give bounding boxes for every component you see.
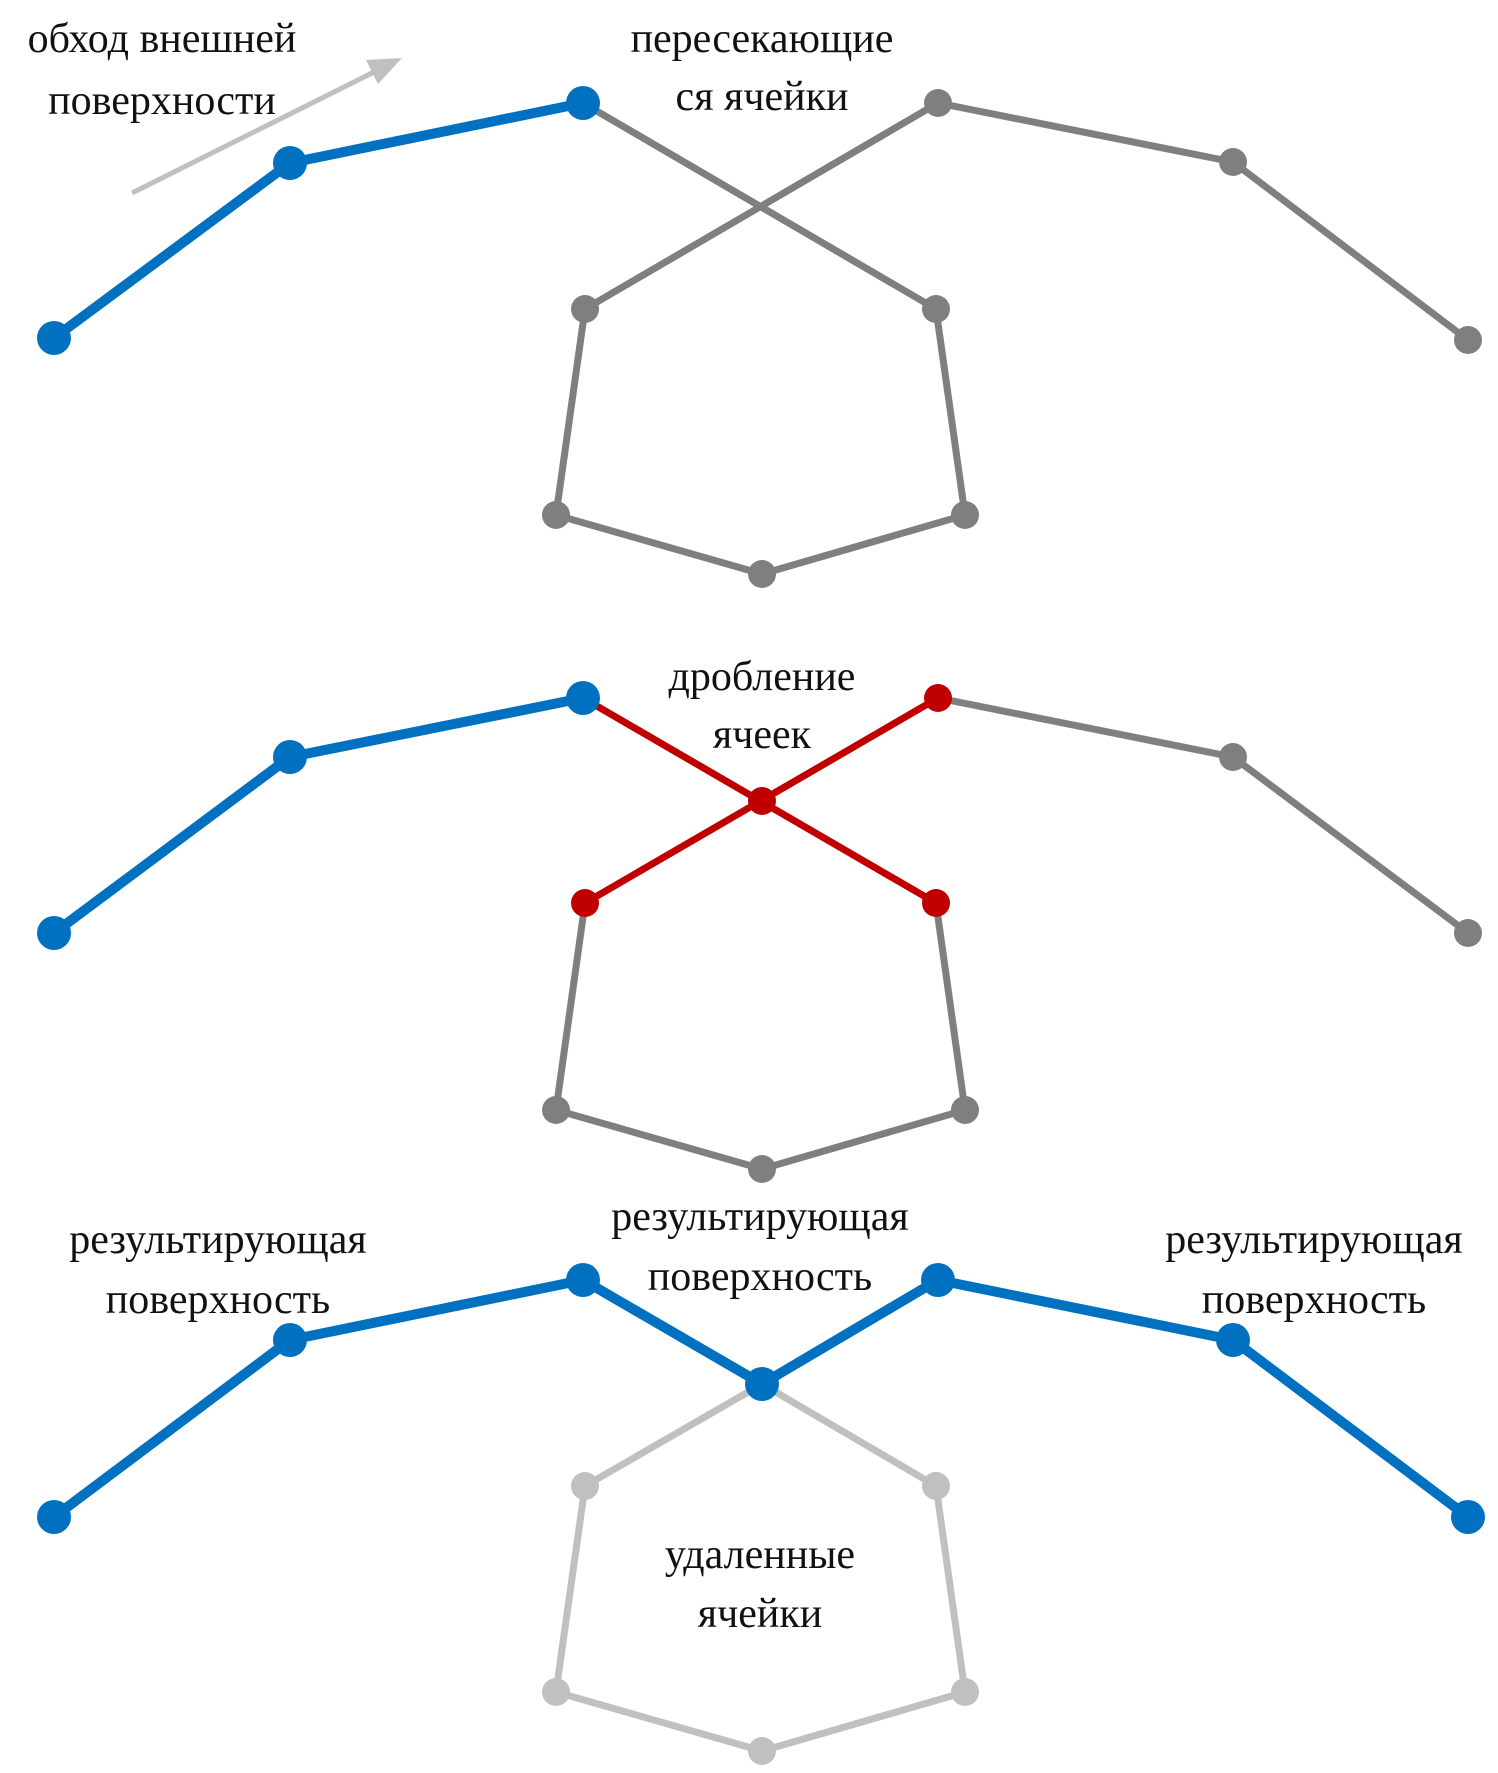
label-removed-line1: удаленные: [665, 1532, 855, 1578]
surface-node: [1451, 1500, 1485, 1534]
cell-node: [571, 295, 599, 323]
cell-node: [924, 89, 952, 117]
surface-node: [1216, 1323, 1250, 1357]
surface-node: [273, 1323, 307, 1357]
split-nodes: [571, 684, 952, 917]
cell-nodes-top: [542, 89, 1482, 588]
intersecting-cell-left-top: [552, 99, 1471, 578]
outer-surface-middle: [51, 693, 584, 938]
surface-node: [37, 321, 71, 355]
removed-node: [951, 1678, 979, 1706]
removed-node: [571, 1472, 599, 1500]
cell-node: [951, 501, 979, 529]
surface-node: [566, 681, 600, 715]
surface-node: [921, 1263, 955, 1297]
cell-node: [922, 295, 950, 323]
middle-panel: дробление ячеек: [37, 654, 1482, 1183]
surface-nodes-middle: [37, 681, 600, 950]
label-result-left-line2: поверхность: [106, 1277, 330, 1323]
surface-node: [745, 1367, 779, 1401]
label-result-left-line1: результирующая: [69, 1217, 367, 1263]
split-node: [748, 787, 776, 815]
surface-node: [273, 740, 307, 774]
removed-node: [542, 1678, 570, 1706]
cell-node: [1219, 148, 1247, 176]
label-result-center-line2: поверхность: [648, 1254, 872, 1300]
split-node: [571, 889, 599, 917]
surface-nodes-top: [37, 86, 600, 355]
cell-nodes-middle: [542, 743, 1482, 1183]
split-node: [924, 684, 952, 712]
cell-node: [748, 1155, 776, 1183]
cell-node: [748, 560, 776, 588]
top-panel: обход внешней поверхности пересекающие с…: [28, 16, 1482, 588]
cell-node: [1454, 326, 1482, 354]
cell-lower-middle: [552, 902, 969, 1173]
label-result-center-line1: результирующая: [611, 1194, 909, 1240]
label-split-line1: дробление: [669, 654, 856, 700]
cell-right-edge-middle: [937, 694, 1471, 936]
bottom-panel: результирующая поверхность результирующа…: [37, 1194, 1485, 1765]
label-result-right-line1: результирующая: [1165, 1217, 1463, 1263]
split-node: [922, 889, 950, 917]
result-nodes: [37, 1263, 1485, 1534]
cell-node: [1454, 919, 1482, 947]
cell-node: [1219, 743, 1247, 771]
label-traverse-line1: обход внешней: [28, 16, 297, 62]
surface-node: [273, 146, 307, 180]
removed-nodes: [542, 1472, 979, 1765]
label-intersect-line1: пересекающие: [631, 16, 894, 62]
label-result-right-line2: поверхность: [1202, 1277, 1426, 1323]
label-split-line2: ячеек: [713, 712, 812, 758]
label-removed-line2: ячейки: [698, 1591, 822, 1637]
label-traverse-line2: поверхности: [48, 78, 276, 124]
label-intersect-line2: ся ячейки: [676, 74, 849, 120]
surface-node: [37, 916, 71, 950]
traverse-arrow-head: [366, 58, 402, 84]
surface-node: [566, 86, 600, 120]
outer-surface-top: [51, 98, 585, 343]
traverse-direction-arrow: [130, 67, 380, 196]
removed-node: [922, 1472, 950, 1500]
cell-node: [951, 1096, 979, 1124]
cell-node: [542, 501, 570, 529]
cell-node: [542, 1096, 570, 1124]
removed-node: [748, 1737, 776, 1765]
surface-node: [37, 1500, 71, 1534]
surface-node: [566, 1263, 600, 1297]
